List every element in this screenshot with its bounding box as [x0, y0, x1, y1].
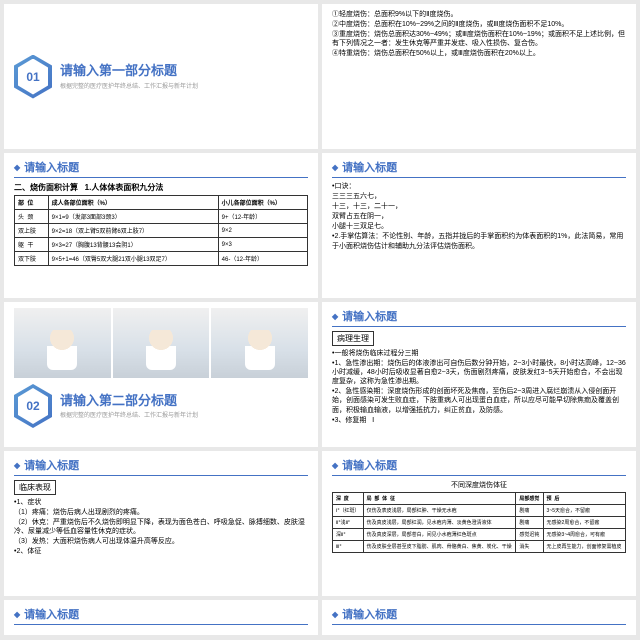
td: 伤及真皮浅层，局部红润，见水疱内薄、淡黄色澄清液体	[363, 517, 516, 529]
depth-table: 深 度局 部 体 征局部感觉预 后 Ⅰ°（红斑）仅伤及表皮浅层，局部红肿、干燥无…	[332, 492, 626, 553]
bullet: （3）发热：大面积烧伤病人可出现体温升高等反应。	[14, 537, 308, 546]
severity-list: ①轻度烧伤：总面积9%以下的Ⅱ度烧伤。 ②中度烧伤：总面积在10%~29%之间的…	[332, 10, 626, 58]
slide-section-01: 01 请输入第一部分标题 根据完整的医疗医护年终总结、工作汇报与新年计划	[4, 4, 318, 149]
td: 仅伤及表皮浅层，局部红肿、干燥无水疱	[363, 505, 516, 517]
heading: 二、烧伤面积计算 1.人体体表面积九分法	[14, 182, 308, 193]
bullet: •2、急性感染期：深度烧伤形成的创面坏死及焦痂，至伤后2~3周进入腐烂崩溃从入侵…	[332, 387, 626, 414]
bullet: 三三三五六七，	[332, 192, 626, 201]
th: 局 部 体 征	[363, 493, 516, 505]
td: Ⅲ°	[333, 541, 364, 553]
slide-area-table: 请输入标题 二、烧伤面积计算 1.人体体表面积九分法 部 位成人各部位面积（%）…	[4, 153, 318, 298]
td: 9×2	[218, 224, 307, 238]
bullet: ③重度烧伤：烧伤总面积达30%~49%；或Ⅲ度烧伤面积在10%~19%；或面积不…	[332, 30, 626, 48]
mnemonic-list: •口诀： 三三三五六七， 十三，十三，二十一， 双臂占五在阴一， 小腿十三双足七…	[332, 182, 626, 251]
section-num: 02	[18, 388, 48, 424]
slide-grid: 01 请输入第一部分标题 根据完整的医疗医护年终总结、工作汇报与新年计划 ①轻度…	[0, 0, 640, 639]
td: 伤及真皮深层，局部苍白，间见小水疱薄红色斑点	[363, 529, 516, 541]
td: 9×1=9（发部3面部3颈3）	[48, 210, 218, 224]
bullet: （1）疼痛：烧伤后病人出现剧烈的疼痛。	[14, 508, 308, 517]
slide-clinical: 请输入标题 临床表现 •1、症状 （1）疼痛：烧伤后病人出现剧烈的疼痛。 （2）…	[4, 451, 318, 596]
box-title: 临床表现	[14, 480, 56, 495]
td: 双上肢	[15, 224, 49, 238]
td: 消失	[516, 541, 543, 553]
td: 9×3	[218, 238, 307, 252]
bullet: （2）休克：严重烧伤后不久烧伤即明显下降，表现为面色苍白、呼吸急促、脉搏细数、皮…	[14, 518, 308, 536]
th: 局部感觉	[516, 493, 543, 505]
doctor-photo	[211, 308, 308, 378]
section-num: 01	[18, 59, 48, 95]
slide-pathophysiology: 请输入标题 病理生理 •一般将烧伤临床过程分三期 •1、急性渗出期：烧伤后的体液…	[322, 302, 636, 447]
slide-title: 请输入标题	[332, 606, 626, 625]
bullet: 双臂占五在阴一，	[332, 212, 626, 221]
bullet: •2、体征	[14, 547, 308, 556]
slide-section-02: 02 请输入第二部分标题 根据完整的医疗医护年终总结、工作汇报与新年计划	[4, 302, 318, 447]
td: 无感染2周愈合，不留瘢	[543, 517, 625, 529]
slide-partial-left: 请输入标题	[4, 600, 318, 635]
slide-depth-table: 请输入标题 不同深度烧伤体征 深 度局 部 体 征局部感觉预 后 Ⅰ°（红斑）仅…	[322, 451, 636, 596]
bullet: •1、症状	[14, 498, 308, 507]
td: 感觉迟钝	[516, 529, 543, 541]
bullet: •口诀：	[332, 182, 626, 191]
section-title: 请输入第一部分标题	[60, 63, 198, 79]
slide-title: 请输入标题	[14, 606, 308, 625]
td: 伤及皮肤全层甚至皮下脂肪、肌肉、骨骼黄白、焦黄、炭化、干燥	[363, 541, 516, 553]
td: 9×2=18（双上臂5双前臂6双上肢7）	[48, 224, 218, 238]
td: 双下肢	[15, 252, 49, 266]
th: 部 位	[15, 196, 49, 210]
td: 剧痛	[516, 517, 543, 529]
bullet: •3、修复期 Ⅰ	[332, 416, 626, 425]
td: 深Ⅱ°	[333, 529, 364, 541]
td: 剧痛	[516, 505, 543, 517]
td: 46-（12-年龄）	[218, 252, 307, 266]
doctor-photo	[113, 308, 210, 378]
bullet: ④特重烧伤：烧伤总面积在50%以上，或Ⅲ度烧伤面积在20%以上。	[332, 49, 626, 58]
slide-title: 请输入标题	[332, 308, 626, 327]
td: 9×5+1=46（双臀5双大腿21双小腿13双足7）	[48, 252, 218, 266]
td: 头 颈	[15, 210, 49, 224]
table-caption: 不同深度烧伤体征	[332, 480, 626, 490]
bullet: •2.手掌估算法：不论性别、年龄，五指并拢后的手掌面积约为体表面积的1%，此法简…	[332, 232, 626, 250]
td: 3~5天愈合，不留瘢	[543, 505, 625, 517]
bullet: •1、急性渗出期：烧伤后的体液渗出可自伤后数分钟开始，2~3小时最快，8小时达高…	[332, 359, 626, 386]
th: 深 度	[333, 493, 364, 505]
slide-mnemonic: 请输入标题 •口诀： 三三三五六七， 十三，十三，二十一， 双臂占五在阴一， 小…	[322, 153, 636, 298]
td: 9×3=27（胸腹13背腰13会阴1）	[48, 238, 218, 252]
hex-icon: 02	[14, 384, 52, 428]
bullet: ①轻度烧伤：总面积9%以下的Ⅱ度烧伤。	[332, 10, 626, 19]
bullet: •一般将烧伤临床过程分三期	[332, 349, 626, 358]
th: 成人各部位面积（%）	[48, 196, 218, 210]
section-subtitle: 根据完整的医疗医护年终总结、工作汇报与新年计划	[60, 81, 198, 90]
section-subtitle: 根据完整的医疗医护年终总结、工作汇报与新年计划	[60, 410, 198, 419]
td: 无上皮再生能力，创面修复需植皮	[543, 541, 625, 553]
bullet: 小腿十三双足七。	[332, 222, 626, 231]
bullet: ②中度烧伤：总面积在10%~29%之间的Ⅱ度烧伤，或Ⅲ度烧伤面积不足10%。	[332, 20, 626, 29]
section-title: 请输入第二部分标题	[60, 393, 198, 409]
slide-title: 请输入标题	[332, 457, 626, 476]
slide-title: 请输入标题	[332, 159, 626, 178]
patho-list: •一般将烧伤临床过程分三期 •1、急性渗出期：烧伤后的体液渗出可自伤后数分钟开始…	[332, 349, 626, 425]
td: Ⅰ°（红斑）	[333, 505, 364, 517]
doctor-photo	[14, 308, 111, 378]
slide-title: 请输入标题	[14, 159, 308, 178]
slide-partial-right: 请输入标题	[322, 600, 636, 635]
photo-strip	[14, 308, 308, 378]
slide-severity: ①轻度烧伤：总面积9%以下的Ⅱ度烧伤。 ②中度烧伤：总面积在10%~29%之间的…	[322, 4, 636, 149]
area-table: 部 位成人各部位面积（%）小儿各部位面积（%） 头 颈9×1=9（发部3面部3颈…	[14, 195, 308, 266]
hex-icon: 01	[14, 55, 52, 99]
slide-title: 请输入标题	[14, 457, 308, 476]
clinical-list: •1、症状 （1）疼痛：烧伤后病人出现剧烈的疼痛。 （2）休克：严重烧伤后不久烧…	[14, 498, 308, 557]
th: 小儿各部位面积（%）	[218, 196, 307, 210]
bullet: 十三，十三，二十一，	[332, 202, 626, 211]
td: Ⅱ°浅Ⅱ°	[333, 517, 364, 529]
td: 躯 干	[15, 238, 49, 252]
td: 无感染3~4周愈合，可有瘢	[543, 529, 625, 541]
th: 预 后	[543, 493, 625, 505]
td: 9+（12-年龄）	[218, 210, 307, 224]
box-title: 病理生理	[332, 331, 374, 346]
